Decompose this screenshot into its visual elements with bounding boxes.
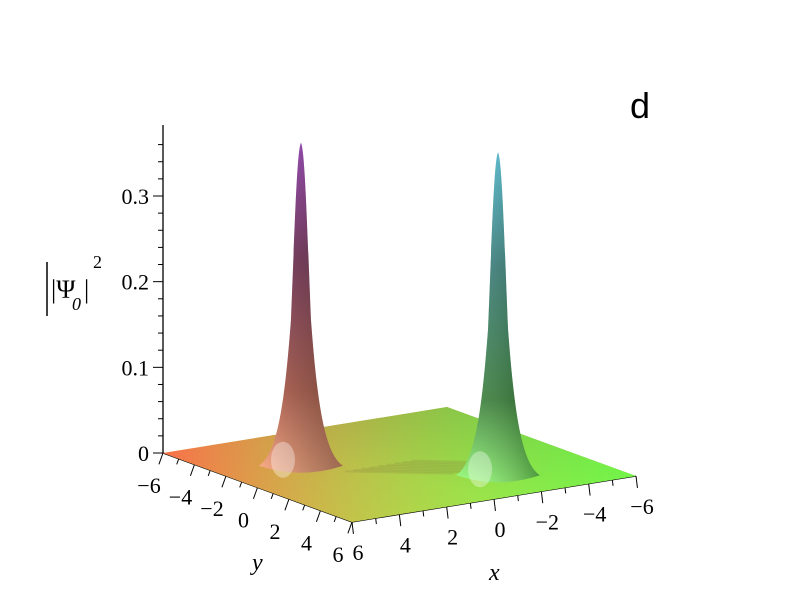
y-major-tick [189, 464, 195, 476]
x-tick-label: 4 [400, 532, 411, 557]
labels: 00.10.20.3−6 −4 −2 0 2 4 6 6 4 2 0 −2 −4 −6 [122, 184, 654, 567]
z-label-base: |Ψ [51, 275, 76, 304]
x-tick-label: 6 [353, 540, 364, 565]
peak-2-shading [456, 152, 541, 483]
peak-2-highlight [468, 451, 493, 488]
z-tick-label: 0.1 [122, 355, 150, 380]
x-minor-tick [375, 518, 377, 525]
y-tick-label: 2 [270, 519, 281, 544]
x-tick-label: −6 [630, 494, 653, 519]
y-major-tick [284, 498, 290, 511]
floor-ripple [345, 470, 454, 475]
y-minor-tick [333, 516, 337, 523]
x-major-tick [588, 483, 591, 496]
x-axis-label: x [488, 560, 500, 586]
surface-floor [163, 407, 636, 522]
x-minor-tick [469, 502, 472, 509]
y-tick-label: 0 [238, 508, 249, 533]
y-minor-tick [207, 470, 211, 477]
x-major-tick [398, 514, 402, 527]
z-tick-label: 0.2 [122, 270, 150, 295]
y-minor-tick [302, 504, 306, 511]
y-major-tick [158, 452, 164, 465]
x-major-tick [351, 521, 354, 534]
x-minor-tick [422, 510, 425, 517]
x-tick-label: 2 [447, 525, 458, 550]
x-major-tick [493, 498, 496, 511]
y-minor-tick [176, 458, 180, 465]
peak-1-highlight [270, 441, 295, 478]
x-major-tick [635, 475, 638, 488]
y-tick-label: 6 [333, 542, 344, 567]
y-major-tick [221, 475, 227, 488]
x-minor-tick [564, 487, 567, 494]
y-minor-tick [239, 481, 243, 488]
y-axis-label: y [250, 550, 263, 576]
z-axis-label: |Ψ 0 | 2 [46, 252, 102, 316]
x-tick-label: −2 [536, 509, 559, 534]
z-label-superscript: 2 [93, 252, 102, 272]
y-major-tick [347, 521, 353, 534]
floor-ripple [353, 469, 463, 474]
x-major-tick [540, 491, 544, 504]
x-minor-tick [611, 479, 614, 486]
floor-ripple [369, 466, 479, 471]
y-major-tick [252, 487, 258, 499]
y-tick-label: 4 [301, 531, 312, 556]
x-tick-label: −4 [583, 502, 606, 527]
floor-ripple [361, 467, 471, 472]
x-tick-label: 0 [495, 517, 506, 542]
z-tick-label: 0 [138, 441, 149, 466]
y-major-tick [315, 510, 321, 522]
y-tick-label: −6 [137, 473, 160, 498]
y-tick-label: −2 [200, 496, 223, 521]
surface-peaks [258, 142, 541, 488]
panel-letter: d [630, 85, 650, 126]
z-label-close: | [84, 275, 89, 304]
peak-1-shading [258, 142, 343, 473]
y-minor-tick [270, 493, 274, 500]
z-label-subscript: 0 [72, 294, 81, 314]
x-minor-tick [517, 495, 519, 502]
y-tick-label: −4 [169, 485, 192, 510]
z-tick-label: 0.3 [122, 184, 150, 209]
x-major-tick [446, 506, 449, 519]
